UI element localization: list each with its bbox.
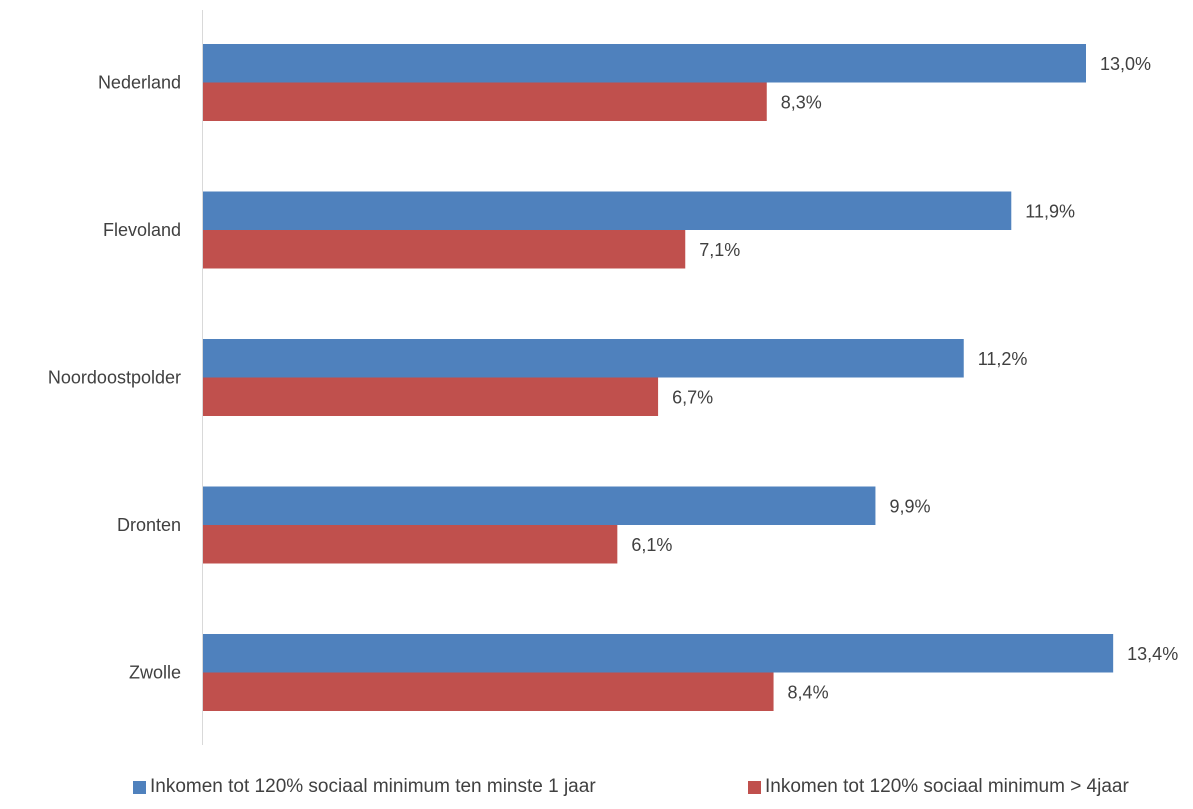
bar-series-2 bbox=[203, 82, 767, 121]
category-label: Flevoland bbox=[103, 220, 181, 240]
legend-swatch-series-2 bbox=[748, 780, 761, 794]
data-label: 9,9% bbox=[889, 497, 930, 517]
bar-series-1 bbox=[203, 191, 1012, 230]
legend-item-series-1: Inkomen tot 120% sociaal minimum ten min… bbox=[133, 776, 596, 798]
data-label: 11,9% bbox=[1025, 202, 1075, 222]
bar-series-1 bbox=[203, 339, 964, 378]
bar-series-1 bbox=[203, 634, 1114, 673]
category-label: Zwolle bbox=[129, 663, 181, 683]
category-label: Nederland bbox=[98, 73, 181, 93]
data-label: 8,3% bbox=[781, 93, 822, 113]
bar-series-2 bbox=[203, 672, 774, 711]
bar-series-2 bbox=[203, 377, 659, 416]
data-label: 7,1% bbox=[699, 240, 740, 260]
bar-series-2 bbox=[203, 525, 618, 564]
legend-label-series-2: Inkomen tot 120% sociaal minimum > 4jaar bbox=[765, 776, 1129, 797]
data-label: 8,4% bbox=[788, 683, 829, 703]
data-label: 11,2% bbox=[978, 349, 1028, 369]
legend-swatch-series-1 bbox=[133, 780, 146, 794]
legend-item-series-2: Inkomen tot 120% sociaal minimum > 4jaar bbox=[748, 776, 1129, 798]
bar-series-1 bbox=[203, 44, 1086, 83]
bar-series-2 bbox=[203, 230, 686, 269]
legend-label-series-1: Inkomen tot 120% sociaal minimum ten min… bbox=[150, 776, 596, 797]
category-label: Dronten bbox=[117, 515, 181, 535]
category-label: Noordoostpolder bbox=[48, 368, 181, 388]
data-label: 13,4% bbox=[1127, 644, 1178, 664]
legend: Inkomen tot 120% sociaal minimum ten min… bbox=[0, 776, 1193, 806]
data-label: 6,7% bbox=[672, 388, 713, 408]
bar-series-1 bbox=[203, 486, 876, 525]
data-label: 13,0% bbox=[1100, 54, 1151, 74]
data-label: 6,1% bbox=[631, 535, 672, 555]
